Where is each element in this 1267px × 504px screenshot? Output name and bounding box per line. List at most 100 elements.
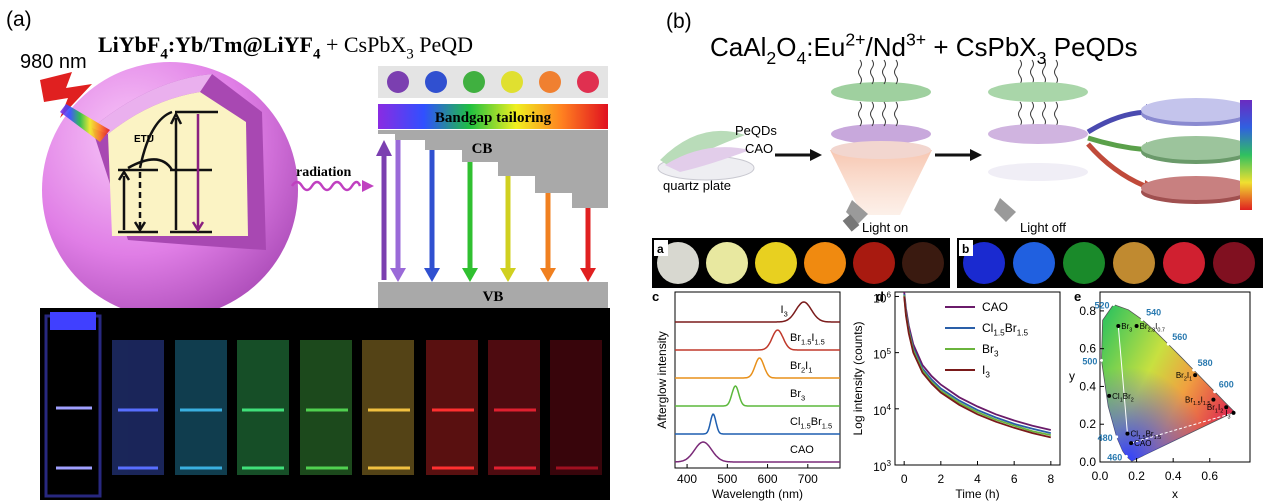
text-part: Br: [1146, 430, 1154, 439]
cb-label: CB: [472, 141, 493, 157]
script-text: 4: [886, 403, 891, 412]
text-part: (b): [666, 10, 692, 33]
sample-label: Cl1.5Br1.5: [1130, 430, 1161, 441]
text-part: :Eu: [806, 32, 845, 62]
panel-label: (a): [6, 8, 32, 31]
text-part: 0.8: [1079, 304, 1096, 318]
spectrum-curve: [675, 441, 840, 463]
locus-point: [1213, 390, 1217, 394]
text-part: Wavelength (nm): [712, 487, 803, 501]
photo-label: a: [657, 242, 664, 256]
guide-line: [1130, 412, 1234, 444]
text-part: x: [1172, 487, 1178, 501]
y-tick-label: 0.2: [1079, 417, 1096, 431]
script-text: 2+: [845, 30, 865, 50]
sample-point: [1116, 324, 1121, 328]
text-part: a: [657, 242, 664, 256]
x-tick-label: 0.0: [1092, 469, 1109, 483]
substrate-label: quartz plate: [663, 178, 731, 193]
spectrum-curve: [675, 301, 840, 323]
wavelength-label: 460: [1107, 452, 1122, 462]
y-tick-label: 0.0: [1079, 455, 1096, 469]
plot-frame: [894, 291, 1061, 466]
cuvette-photo: [40, 308, 610, 500]
text-part: 520: [1095, 300, 1110, 310]
script-text: 4: [313, 47, 321, 63]
text-part: 980 nm: [20, 51, 87, 73]
text-part: Br: [1005, 321, 1017, 335]
spectrum-curve: [675, 357, 840, 379]
nanoparticle: [40, 62, 298, 318]
photo-strip-b: [957, 238, 1263, 288]
script-text: 3+: [906, 30, 926, 50]
script-text: 3: [1228, 414, 1231, 420]
text-part: Br: [1207, 403, 1215, 412]
sample-point: [1134, 324, 1139, 328]
sample-point: [1125, 431, 1130, 436]
panel-title: LiYbF4:Yb/Tm@LiYF4 + CsPbX3 PeQD: [98, 32, 473, 63]
text-part: 540: [1146, 308, 1161, 318]
x-tick-label: 600: [758, 472, 778, 486]
text-part: 700: [798, 472, 818, 486]
script-text: 2: [801, 365, 805, 374]
script-text: 1.5: [1017, 329, 1029, 338]
script-text: 3: [994, 350, 999, 359]
wavelength-label: 580: [1198, 358, 1213, 368]
text-part: 500: [1082, 356, 1097, 366]
layer-label: PeQDs: [735, 123, 777, 138]
legend-label: Cl1.5Br1.5: [982, 321, 1028, 338]
script-text: 1.5: [993, 329, 1005, 338]
text-part: e: [1074, 289, 1081, 304]
text-part: CAO: [745, 141, 773, 156]
vb-label: VB: [483, 289, 504, 305]
script-text: 2.3: [1148, 327, 1156, 333]
text-part: 460: [1107, 452, 1122, 462]
text-part: I: [811, 332, 814, 344]
guide-line: [1117, 325, 1128, 434]
legend-label: CAO: [982, 300, 1008, 314]
x-tick-label: 4: [974, 472, 981, 486]
sample-label: Br2.3I0.7: [1140, 322, 1165, 333]
text-part: 0.2: [1128, 469, 1145, 483]
text-part: Br: [982, 342, 994, 356]
script-text: 5: [886, 347, 891, 356]
subplot-label: d: [876, 289, 884, 304]
x-tick-label: 0.6: [1201, 469, 1218, 483]
x-tick-label: 6: [1011, 472, 1018, 486]
script-text: 1: [1215, 409, 1218, 415]
script-text: 3: [886, 459, 891, 468]
text-part: CaAl: [710, 32, 766, 62]
wavelength-label: 540: [1146, 308, 1161, 318]
bandgap-label: Bandgap tailoring: [435, 110, 552, 126]
locus-point: [1099, 358, 1103, 362]
curve-label: I3: [781, 304, 788, 318]
script-text: 3: [1129, 327, 1132, 333]
text-part: PeQDs: [735, 123, 777, 138]
y-tick-label: 103: [873, 459, 891, 474]
text-part: 560: [1172, 332, 1187, 342]
script-text: 4: [796, 48, 806, 68]
arrow-head: [362, 180, 374, 192]
script-text: 1: [1120, 397, 1123, 403]
text-part: 0.2: [1079, 417, 1096, 431]
text-part: I: [1201, 396, 1203, 405]
text-part: 10: [873, 291, 887, 305]
process-label: radiation: [296, 165, 351, 180]
wavelength-label: 560: [1172, 332, 1187, 342]
text-part: Light on: [862, 220, 908, 235]
script-text: 1.5: [1193, 401, 1201, 407]
text-part: 580: [1198, 358, 1213, 368]
text-part: Bandgap tailoring: [435, 110, 552, 126]
text-part: 400: [677, 472, 697, 486]
text-part: 480: [1098, 433, 1113, 443]
text-part: 6: [1011, 472, 1018, 486]
locus-point: [1166, 342, 1170, 346]
wavelength-label: 520: [1095, 300, 1110, 310]
locus-point: [1124, 454, 1128, 458]
text-part: c: [652, 289, 659, 304]
script-text: 2: [766, 48, 776, 68]
text-part: Br: [790, 332, 801, 344]
script-text: 3: [406, 47, 413, 63]
text-part: Log intensity (counts): [851, 321, 865, 435]
